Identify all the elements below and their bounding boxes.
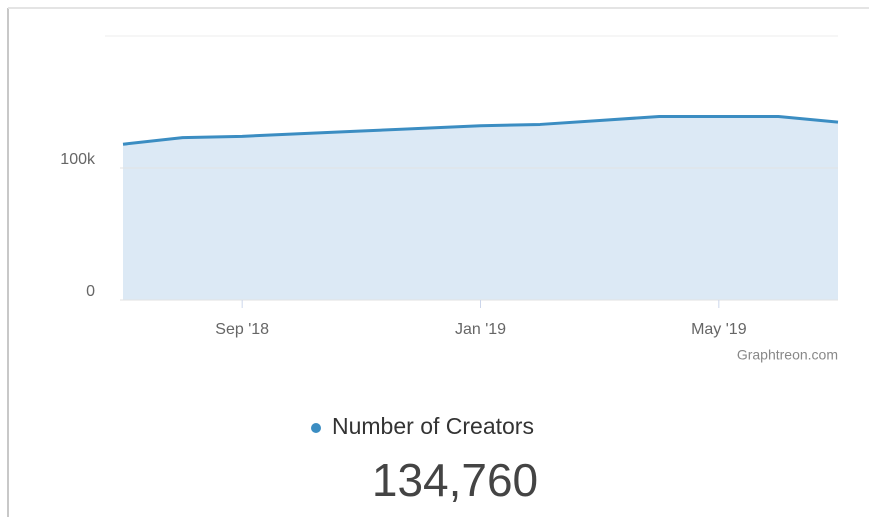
y-tick-label: 100k [60, 151, 96, 168]
line [122, 115, 839, 146]
legend-label: Number of Creators [332, 413, 534, 439]
x-tick-label: Jan '19 [455, 321, 506, 338]
current-value: 134,760 [372, 454, 538, 506]
credit: Graphtreon.com [737, 347, 838, 363]
x-tick-label: Sep '18 [215, 321, 269, 338]
area [123, 116, 838, 301]
legend-marker [311, 423, 321, 433]
y-tick-label: 0 [86, 283, 95, 300]
x-tick-label: May '19 [691, 321, 747, 338]
